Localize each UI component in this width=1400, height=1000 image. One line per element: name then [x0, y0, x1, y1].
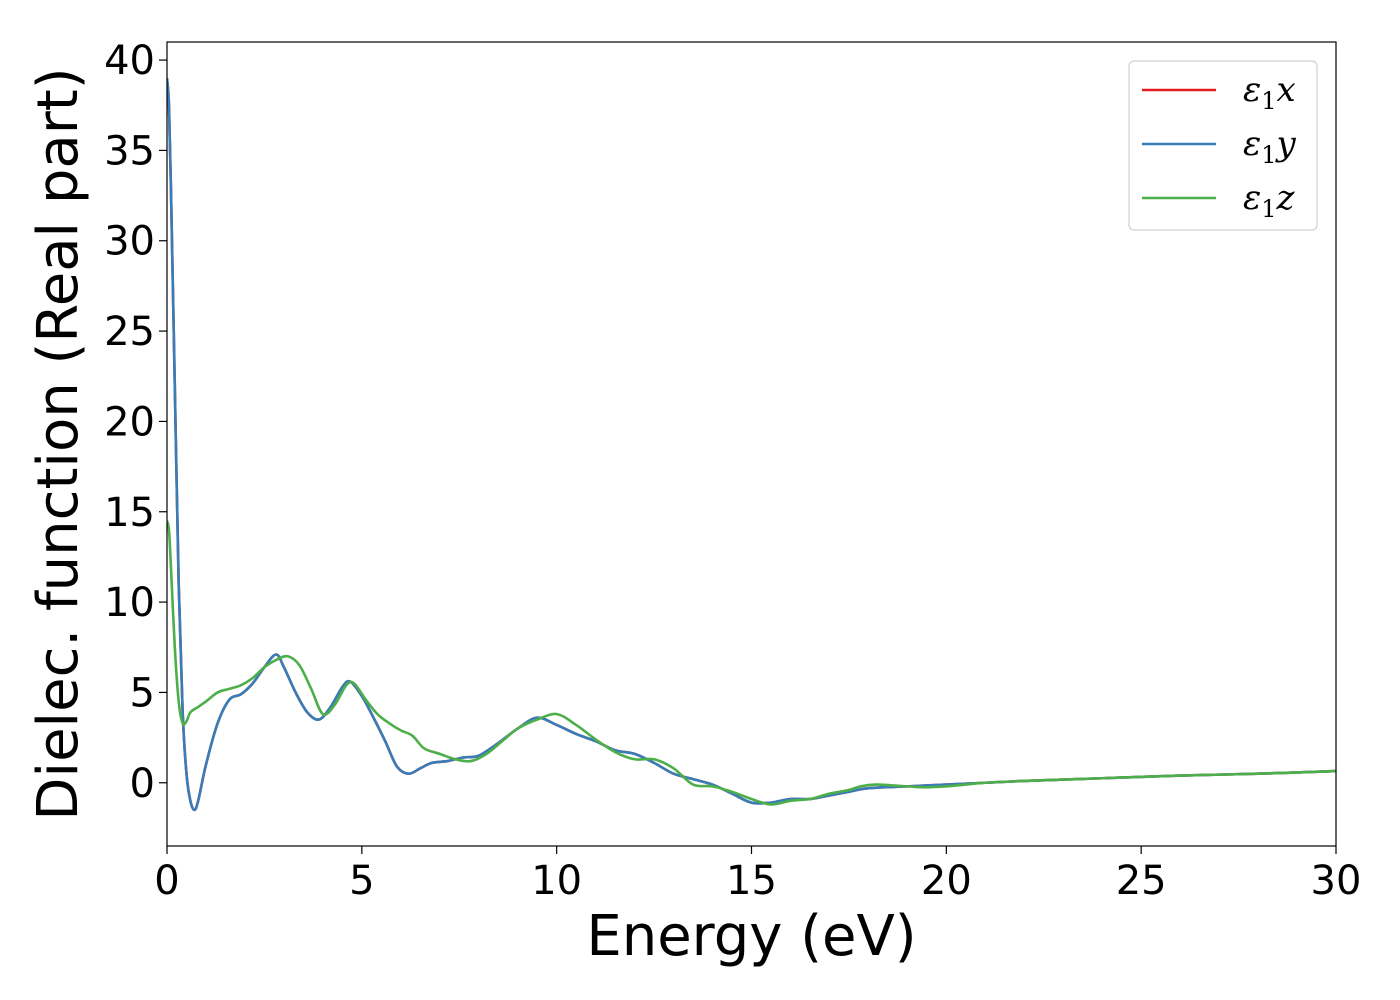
- y-axis: 0 5 10 15 20 25 30 35 40: [104, 38, 167, 807]
- x-tick-label: 20: [921, 858, 972, 904]
- y-tick-label: 15: [104, 490, 155, 536]
- legend-label: ε1z: [1243, 178, 1296, 223]
- series-layer: [167, 78, 1336, 812]
- y-tick-label: 5: [130, 670, 155, 716]
- x-tick-label: 10: [531, 858, 582, 904]
- legend: ε1x ε1y ε1z: [1128, 60, 1318, 231]
- x-tick-label: 25: [1116, 858, 1167, 904]
- x-axis: 0 5 10 15 20 25 30: [154, 846, 1361, 904]
- legend-label: ε1y: [1243, 124, 1297, 169]
- y-tick-label: 10: [104, 580, 155, 626]
- x-tick-label: 30: [1311, 858, 1362, 904]
- legend-label: ε1x: [1243, 70, 1296, 115]
- x-tick-label: 15: [726, 858, 777, 904]
- series-line-3: [167, 520, 1336, 806]
- y-tick-label: 20: [104, 399, 155, 445]
- x-axis-label: Energy (eV): [586, 904, 916, 969]
- y-tick-label: 35: [104, 128, 155, 174]
- y-axis-label: Dielec. function (Real part): [26, 67, 91, 820]
- legend-box: [1128, 60, 1318, 231]
- x-tick-label: 5: [349, 858, 374, 904]
- y-tick-label: 30: [104, 219, 155, 265]
- series-line-2: [167, 78, 1336, 812]
- y-tick-label: 0: [130, 761, 155, 807]
- x-tick-label: 0: [154, 858, 179, 904]
- y-tick-label: 25: [104, 309, 155, 355]
- y-tick-label: 40: [104, 38, 155, 84]
